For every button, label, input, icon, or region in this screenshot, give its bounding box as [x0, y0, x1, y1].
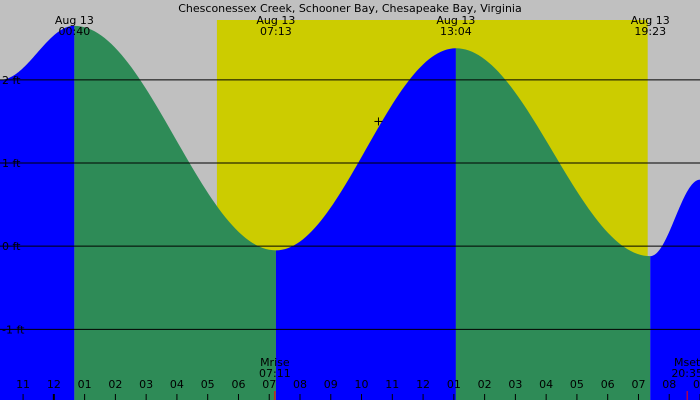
x-tick-label: 07: [262, 378, 276, 391]
moon-event-time: 20:35: [671, 367, 700, 380]
x-tick-label: 01: [447, 378, 461, 391]
x-tick-label: 07: [631, 378, 645, 391]
x-tick-label: 02: [478, 378, 492, 391]
x-tick-label: 01: [78, 378, 92, 391]
x-tick-label: 11: [385, 378, 399, 391]
extrema-time-label: 19:23: [634, 25, 666, 38]
x-tick-label: 12: [416, 378, 430, 391]
x-tick-label: 04: [170, 378, 184, 391]
x-tick-label: 08: [662, 378, 676, 391]
extrema-time-label: 13:04: [440, 25, 472, 38]
extrema-time-label: 07:13: [260, 25, 292, 38]
extrema-date-label: Aug 13: [55, 14, 94, 27]
rising-tide-segment: [650, 179, 700, 400]
extrema-date-label: Aug 13: [256, 14, 295, 27]
tide-area: [0, 25, 700, 400]
rising-tide-segment: [0, 25, 75, 400]
x-tick-label: 04: [539, 378, 553, 391]
x-tick-label: 02: [108, 378, 122, 391]
y-tick-label: 1 ft: [2, 157, 21, 170]
rising-tide-segment: [275, 48, 456, 400]
y-tick-label: -1 ft: [2, 323, 25, 336]
x-axis-labels: 11 12 01 02 03 04 05 06 07 08 09 10 11 12 01 02 03 04 05 06…: [16, 378, 700, 400]
x-tick-label: 09: [324, 378, 338, 391]
moon-event-label: Mrise: [260, 356, 290, 369]
falling-tide-segment: [455, 48, 651, 400]
x-tick-label: 05: [570, 378, 584, 391]
x-tick-label: 03: [508, 378, 522, 391]
x-tick-label: 10: [355, 378, 369, 391]
x-tick-label: 06: [601, 378, 615, 391]
chart-title: Chesconessex Creek, Schooner Bay, Chesap…: [178, 2, 521, 15]
falling-tide-segment: [74, 25, 276, 400]
y-axis-labels: 2 ft 1 ft 0 ft -1 ft: [2, 74, 25, 336]
moon-event-label: Mset: [674, 356, 700, 369]
extrema-date-label: Aug 13: [436, 14, 475, 27]
x-tick-label: 12: [47, 378, 61, 391]
x-tick-label: 11: [16, 378, 30, 391]
current-time-marker: [374, 117, 383, 126]
x-tick-label: 09: [693, 378, 700, 391]
x-tick-label: 06: [231, 378, 245, 391]
x-tick-label: 03: [139, 378, 153, 391]
y-tick-label: 0 ft: [2, 240, 21, 253]
y-tick-label: 2 ft: [2, 74, 21, 87]
reference-lines: [0, 79, 700, 330]
moon-event-time: 07:11: [259, 367, 291, 380]
extrema-date-label: Aug 13: [631, 14, 670, 27]
x-tick-label: 05: [201, 378, 215, 391]
x-tick-label: 08: [293, 378, 307, 391]
extrema-time-label: 00:40: [59, 25, 91, 38]
